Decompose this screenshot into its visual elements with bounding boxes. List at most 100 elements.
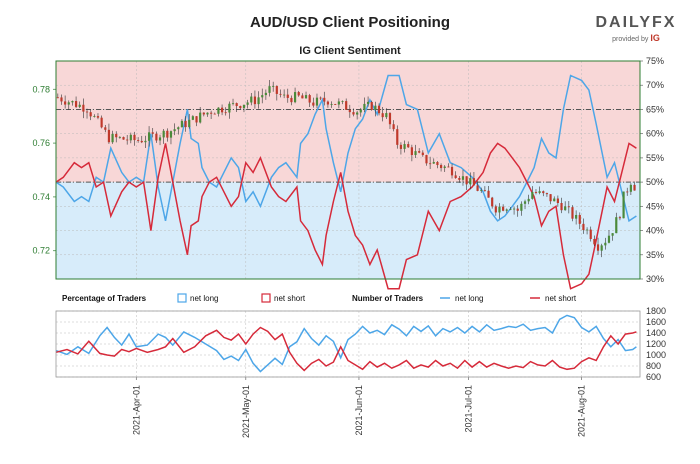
right-tick-label: 35%	[646, 250, 664, 260]
candle	[545, 193, 549, 195]
candle	[224, 112, 227, 114]
candle	[388, 113, 392, 125]
candle	[538, 191, 541, 193]
candle	[491, 197, 494, 207]
candle	[626, 191, 629, 193]
candle	[147, 132, 151, 141]
candle	[414, 151, 417, 156]
x-tick-label: 2021-Aug-01	[577, 385, 587, 437]
candle	[607, 235, 611, 243]
candle	[582, 223, 585, 231]
main-plot-frame	[55, 60, 641, 280]
sentiment-panel: 30% 35% 40% 45% 50% 55% 60% 65% 70% 75% 0.72 0.74 0.…	[32, 56, 664, 290]
candle	[454, 175, 457, 179]
candle	[472, 178, 476, 186]
candle	[436, 162, 439, 166]
candle	[352, 112, 355, 115]
candle	[195, 116, 198, 123]
candle	[600, 245, 603, 251]
candle	[246, 102, 249, 105]
candle	[250, 96, 253, 103]
candle	[231, 103, 235, 104]
candle	[633, 184, 636, 191]
candle	[74, 101, 78, 107]
candle	[126, 139, 129, 141]
candle	[89, 112, 92, 117]
candle	[622, 191, 625, 219]
candle	[155, 133, 158, 141]
legend-count-label: Number of Traders	[352, 294, 424, 303]
candle	[334, 104, 337, 105]
x-tick-label: 2021-Jun-01	[354, 385, 364, 436]
candle	[618, 217, 622, 219]
candle	[439, 165, 443, 169]
candle	[425, 155, 428, 164]
candle	[202, 112, 205, 115]
candle	[611, 233, 614, 236]
candle	[527, 198, 530, 202]
candle	[111, 133, 114, 143]
candle	[509, 209, 512, 210]
right-tick-label: 65%	[646, 104, 664, 114]
x-tick-label: 2021-May-01	[241, 385, 251, 438]
candle	[104, 127, 107, 130]
legend-pct-long-swatch	[177, 293, 187, 303]
candle	[534, 191, 538, 193]
right-tick-label: 30%	[646, 274, 664, 284]
candle	[323, 97, 326, 102]
candle	[575, 214, 578, 219]
candle	[286, 94, 289, 98]
candle	[115, 133, 118, 138]
candle	[264, 92, 267, 96]
candle	[578, 214, 581, 224]
legend-pct-short-swatch	[261, 293, 271, 303]
candle	[290, 97, 293, 103]
right-tick-label: 1200	[646, 339, 666, 349]
candle	[293, 92, 297, 103]
candle	[188, 119, 191, 128]
candle	[421, 152, 424, 156]
candle	[476, 185, 479, 191]
series-net-short-pct	[55, 142, 637, 290]
legend-count-long: net long	[455, 294, 483, 303]
candle	[585, 229, 589, 231]
candle	[93, 116, 96, 117]
left-tick-label: 0.72	[32, 246, 50, 256]
candle	[137, 140, 140, 141]
candle	[220, 107, 224, 113]
candle	[498, 206, 501, 213]
candle	[56, 97, 59, 99]
right-tick-label: 1800	[646, 306, 666, 316]
candle	[275, 86, 278, 94]
legend: Percentage of Traders net long net short…	[62, 293, 577, 303]
candle	[304, 95, 308, 99]
right-tick-label: 75%	[646, 56, 664, 66]
short-zone-bg	[56, 61, 640, 183]
candle	[356, 112, 359, 115]
candle	[85, 111, 89, 113]
candle	[213, 113, 216, 115]
legend-pct-label: Percentage of Traders	[62, 294, 147, 303]
candle	[206, 112, 209, 115]
candle	[461, 176, 465, 180]
candle	[450, 166, 454, 176]
right-tick-label: 600	[646, 372, 661, 382]
candle	[502, 206, 505, 211]
left-tick-label: 0.76	[32, 138, 50, 148]
bottom-plot-frame	[55, 310, 641, 378]
dailyfx-logo: DAILYFX provided by IG	[592, 14, 680, 43]
candle	[523, 201, 527, 204]
candle	[319, 97, 322, 99]
candle	[268, 86, 271, 93]
left-tick-label: 0.74	[32, 192, 50, 202]
candle	[122, 137, 125, 140]
chart-title: AUD/USD Client Positioning	[250, 14, 450, 31]
legend-pct-long: net long	[190, 294, 218, 303]
candle	[173, 129, 176, 132]
candle	[330, 104, 333, 105]
candle	[345, 101, 348, 110]
candle	[487, 190, 490, 198]
candle	[549, 194, 552, 202]
brand-logo-text: DAILYFX	[595, 14, 677, 31]
candle	[228, 103, 231, 113]
